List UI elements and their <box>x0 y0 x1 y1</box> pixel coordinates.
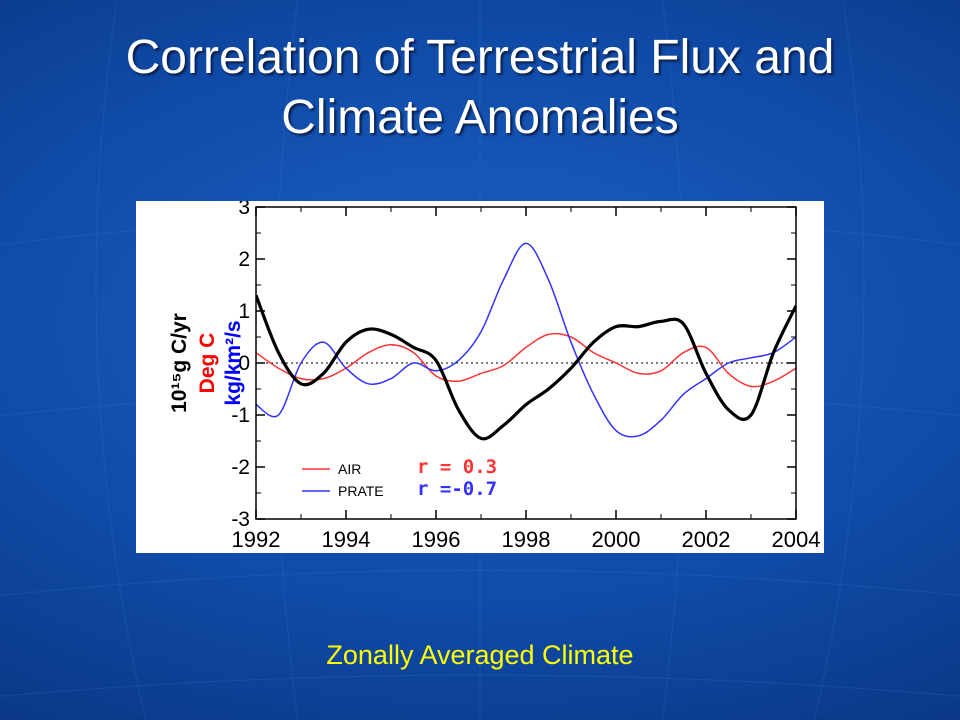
x-tick-label-2004: 2004 <box>772 527 821 552</box>
y-tick-label--2: -2 <box>231 456 250 479</box>
x-tick-label-2002: 2002 <box>682 527 731 552</box>
x-tick-label-1994: 1994 <box>322 527 371 552</box>
slide-title-line-2: Climate Anomalies <box>281 91 679 144</box>
series-line-prate <box>256 242 796 438</box>
y-axis-label-line-2: Deg C <box>196 333 219 394</box>
y-tick-label-1: 1 <box>238 300 250 323</box>
y-tick-label-3: 3 <box>238 201 250 219</box>
x-tick-label-1996: 1996 <box>412 527 461 552</box>
legend-label-air: AIR <box>338 461 361 477</box>
slide-caption: Zonally Averaged Climate <box>326 640 634 670</box>
series-line-flux <box>256 294 796 441</box>
slide-title: Correlation of Terrestrial Flux and Clim… <box>40 28 920 148</box>
slide-title-line-1: Correlation of Terrestrial Flux and <box>125 31 835 84</box>
y-tick-label-2: 2 <box>238 248 250 271</box>
y-axis-label-line-1: 10¹⁵g C/yr <box>168 313 191 413</box>
chart-panel: -3 -2 -1 0 1 2 3 1992 1994 1996 1998 2000 2002 2004 10… <box>136 201 824 553</box>
correlation-label-prate: r =-0.7 <box>417 478 497 500</box>
line-chart: -3 -2 -1 0 1 2 3 1992 1994 1996 1998 2000 2002 2004 10… <box>168 201 821 552</box>
legend-label-prate: PRATE <box>338 483 384 499</box>
y-axis-label-line-3: kg/km²/s <box>222 320 245 405</box>
x-tick-label-1998: 1998 <box>502 527 551 552</box>
y-tick-label--1: -1 <box>231 404 250 427</box>
x-tick-label-2000: 2000 <box>592 527 641 552</box>
series-line-air <box>256 332 796 388</box>
y-tick-label-0: 0 <box>238 352 250 375</box>
correlation-label-air: r = 0.3 <box>417 456 497 478</box>
x-tick-label-1992: 1992 <box>232 527 281 552</box>
y-tick-label--3: -3 <box>231 508 250 531</box>
